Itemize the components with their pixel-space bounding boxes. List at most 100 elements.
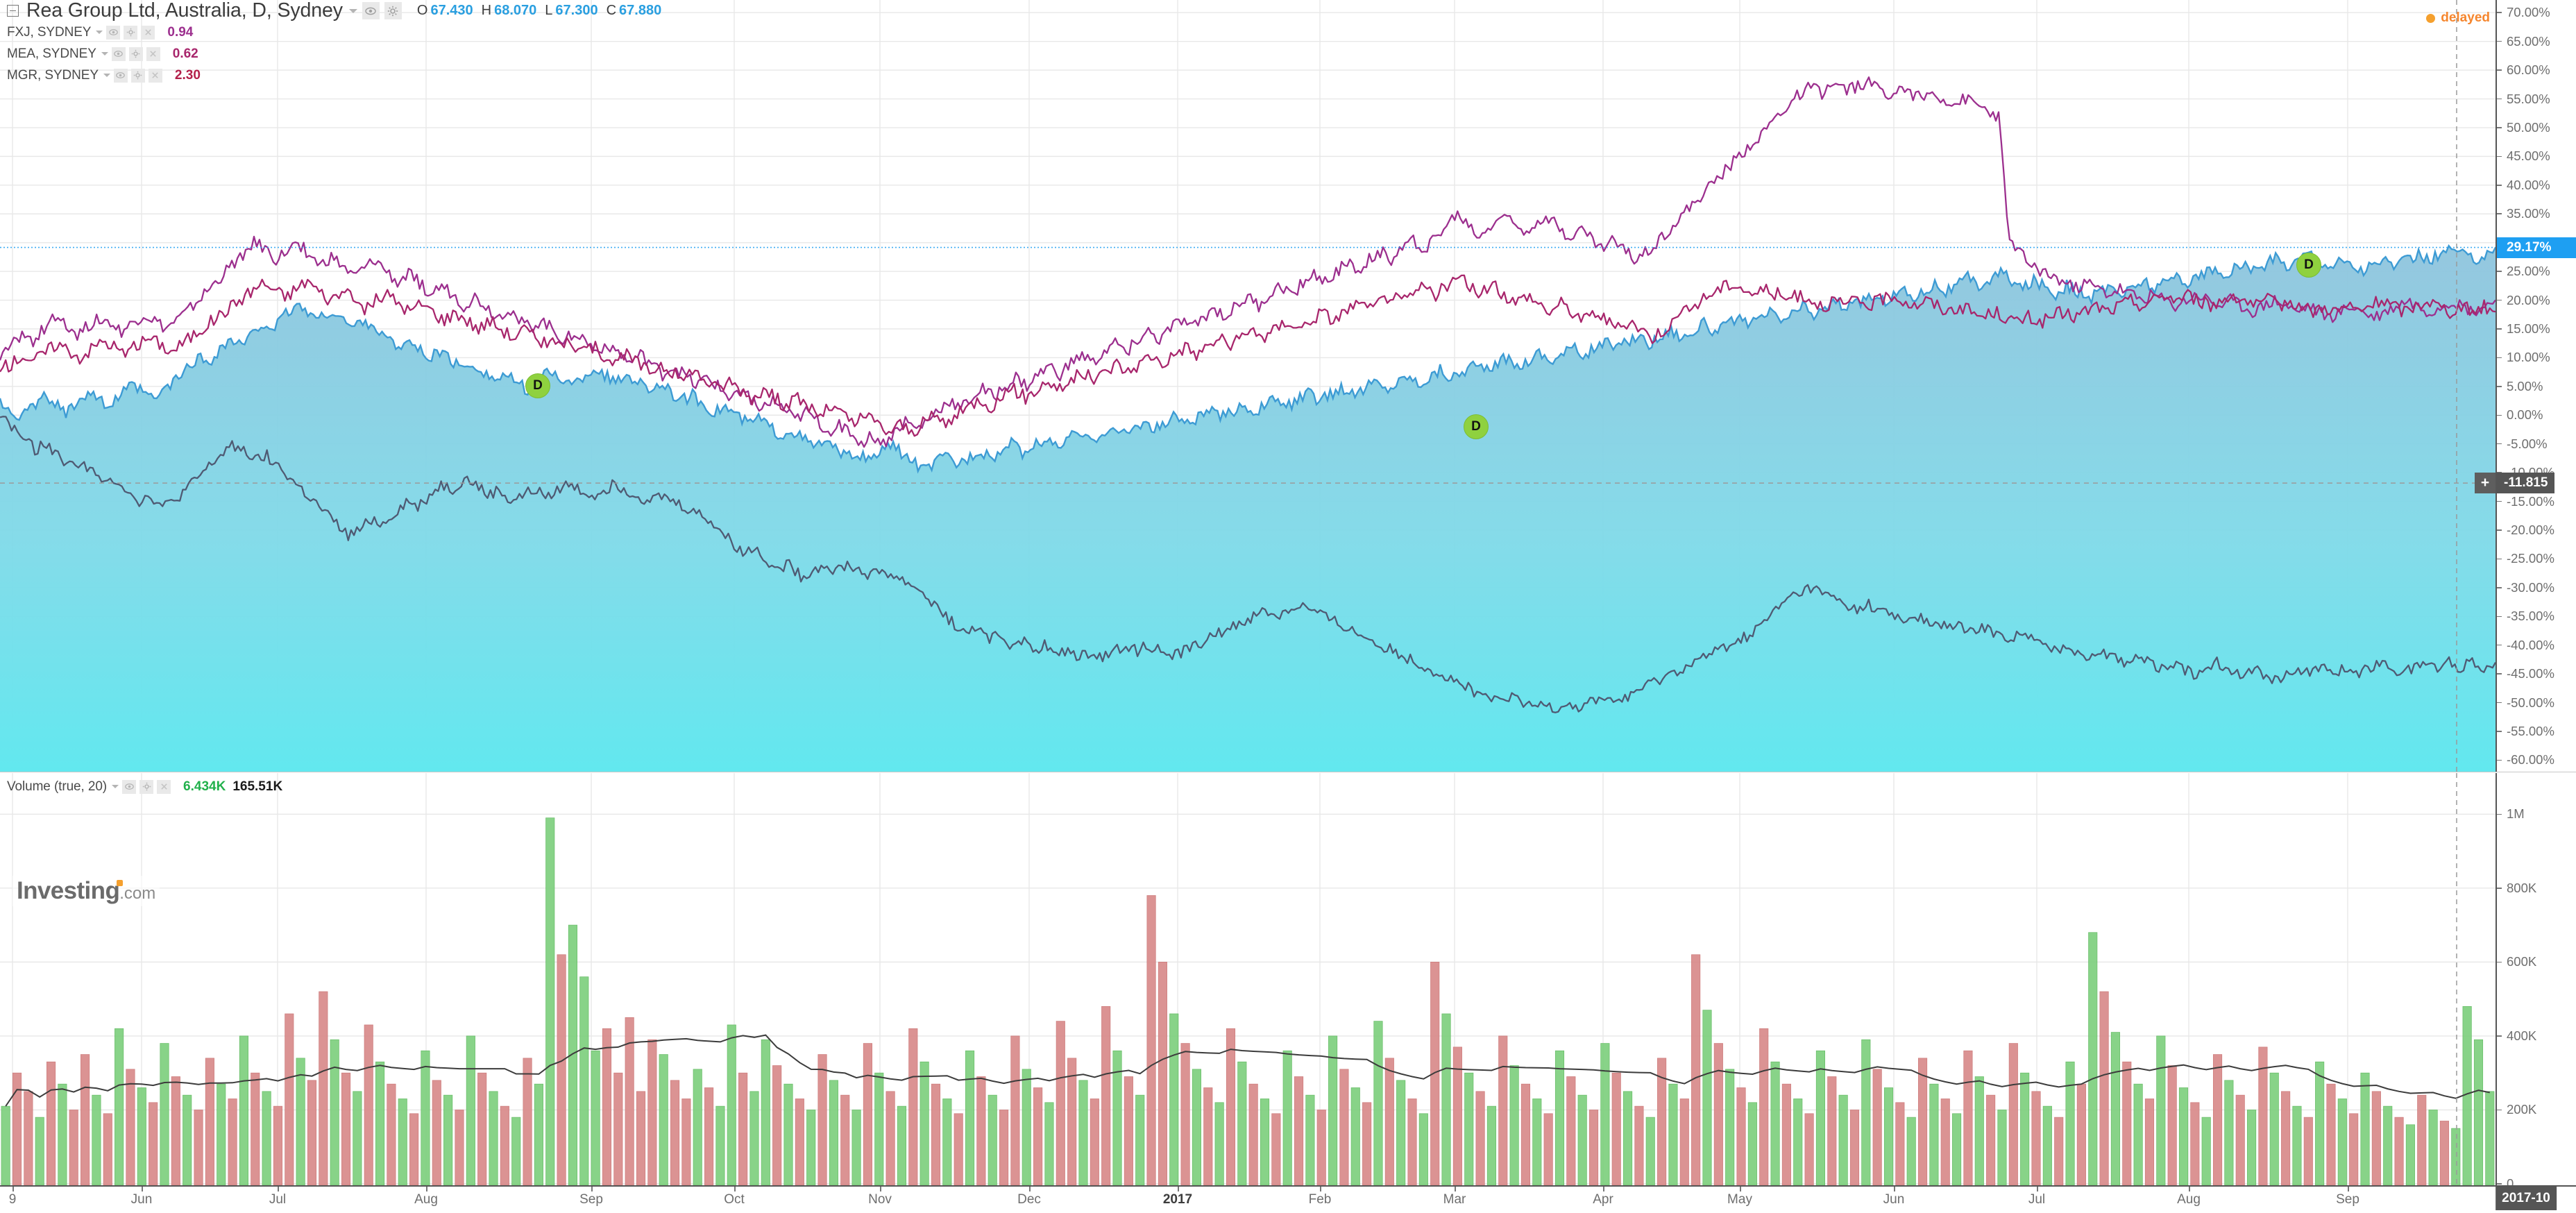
legend-row-comparison[interactable]: MEA, SYDNEY 0.62 <box>0 43 670 65</box>
legend-row-comparison[interactable]: FXJ, SYDNEY 0.94 <box>0 22 670 43</box>
volume-axis-tick-label: 600K <box>2507 954 2537 969</box>
volume-value-primary: 6.434K <box>183 779 226 794</box>
ohlc-high-label: H <box>481 3 492 18</box>
price-axis-tick: 20.00% <box>2497 293 2550 307</box>
chevron-down-icon[interactable] <box>96 31 103 34</box>
chevron-down-icon[interactable] <box>101 52 108 56</box>
price-axis-tick-label: 5.00% <box>2507 378 2543 393</box>
price-axis-tick-label: -55.00% <box>2507 723 2554 738</box>
comparison-rows: FXJ, SYDNEY 0.94 MEA, SYDNEY 0.62 MGR, SYDNE… <box>0 22 670 86</box>
time-axis-tick <box>1178 1187 1179 1191</box>
dividend-marker[interactable]: D <box>2296 253 2321 278</box>
time-axis-label: Nov <box>868 1192 892 1207</box>
collapse-icon[interactable] <box>7 5 19 17</box>
time-axis-tick <box>2348 1187 2349 1191</box>
time-axis-label: Aug <box>414 1192 438 1207</box>
status-badge: delayed <box>2426 10 2490 26</box>
time-axis-tick <box>278 1187 279 1191</box>
time-axis-label: Mar <box>1443 1192 1466 1207</box>
price-axis-tick: 55.00% <box>2497 92 2550 106</box>
volume-axis-tick: 1M <box>2497 806 2525 821</box>
price-axis-tick-label: -40.00% <box>2507 637 2554 652</box>
time-axis-label: Jun <box>130 1192 153 1207</box>
chevron-down-icon[interactable] <box>112 785 119 788</box>
price-axis-tick: -35.00% <box>2497 609 2554 623</box>
volume-axis-tick-label: 800K <box>2507 880 2537 895</box>
gear-icon[interactable] <box>139 779 154 794</box>
add-indicator-button[interactable]: + <box>2475 473 2496 494</box>
page-title: Rea Group Ltd, Australia, D, Sydney <box>26 0 343 22</box>
current-price-badge: 29.17% <box>2497 237 2576 258</box>
price-axis-tick: -40.00% <box>2497 638 2554 652</box>
visibility-icon[interactable] <box>113 68 128 83</box>
volume-value-secondary: 165.51K <box>232 779 283 794</box>
time-axis-label: Jul <box>269 1192 287 1207</box>
price-chart-pane[interactable] <box>0 0 2496 772</box>
time-axis-label: Feb <box>1308 1192 1332 1207</box>
price-axis-tick: 45.00% <box>2497 149 2550 163</box>
gear-icon[interactable] <box>130 68 145 83</box>
price-axis[interactable]: 70.00% 65.00% 60.00% 55.00% 50.00% 45.00% 40.0… <box>2475 0 2576 772</box>
legend-row-comparison[interactable]: MGR, SYDNEY 2.30 <box>0 65 670 86</box>
time-axis-tick <box>2037 1187 2038 1191</box>
volume-axis-tick: 0 <box>2497 1176 2514 1191</box>
visibility-icon[interactable] <box>106 25 121 40</box>
volume-axis-tick-label: 200K <box>2507 1102 2537 1117</box>
price-axis-tick: 60.00% <box>2497 62 2550 77</box>
time-axis-tick <box>1029 1187 1031 1191</box>
price-axis-tick: -5.00% <box>2497 436 2548 451</box>
close-icon[interactable] <box>148 68 162 83</box>
comparison-symbol: MGR, SYDNEY <box>7 67 99 83</box>
time-axis-tick <box>2189 1187 2190 1191</box>
legend-row-volume[interactable]: Volume (true, 20) 6.434K 165.51K <box>0 776 282 797</box>
chevron-down-icon[interactable] <box>348 8 357 13</box>
visibility-icon[interactable] <box>111 46 126 61</box>
volume-axis-tick-label: 0 <box>2507 1176 2514 1191</box>
ohlc-close-value: 67.880 <box>619 3 662 18</box>
price-chart-svg <box>0 0 2496 772</box>
price-axis-tick: -15.00% <box>2497 494 2554 509</box>
price-axis-tick-label: 10.00% <box>2507 350 2550 365</box>
chevron-down-icon[interactable] <box>103 74 110 77</box>
volume-chart-pane[interactable] <box>0 773 2496 1185</box>
legend-row-main[interactable]: Rea Group Ltd, Australia, D, Sydney O 67.… <box>0 0 670 22</box>
dividend-marker[interactable]: D <box>1464 414 1489 439</box>
visibility-icon[interactable] <box>362 2 380 19</box>
time-axis-label: Apr <box>1593 1192 1613 1207</box>
close-icon[interactable] <box>157 779 171 794</box>
visibility-icon[interactable] <box>122 779 137 794</box>
price-axis-tick-label: -20.00% <box>2507 522 2554 537</box>
price-axis-tick-label: 55.00% <box>2507 91 2550 106</box>
time-axis-label: Sep <box>579 1192 603 1207</box>
crosshair-price-value: -11.815 <box>2504 475 2548 491</box>
time-axis-tick <box>1603 1187 1604 1191</box>
gear-icon[interactable] <box>128 46 143 61</box>
volume-legend: Volume (true, 20) 6.434K 165.51K <box>0 776 282 797</box>
gear-icon[interactable] <box>384 2 402 19</box>
volume-axis[interactable]: 1M 800K 600K 400K 200K 0 <box>2496 773 2576 1191</box>
volume-axis-tick-label: 400K <box>2507 1028 2537 1043</box>
ohlc-open-value: 67.430 <box>430 3 473 18</box>
crosshair-price-badge[interactable]: + -11.815 <box>2475 473 2555 494</box>
price-axis-tick-label: -5.00% <box>2507 436 2548 451</box>
price-axis-tick-label: 15.00% <box>2507 321 2550 336</box>
ohlc-high-value: 68.070 <box>494 3 537 18</box>
comparison-symbol: FXJ, SYDNEY <box>7 24 92 40</box>
price-axis-tick: -45.00% <box>2497 666 2554 681</box>
price-axis-tick: -25.00% <box>2497 551 2554 566</box>
close-icon[interactable] <box>146 46 160 61</box>
crosshair-date-badge: 2017-10 <box>2496 1187 2557 1210</box>
dividend-marker[interactable]: D <box>525 373 550 398</box>
price-axis-tick: 50.00% <box>2497 120 2550 135</box>
time-axis-tick <box>591 1187 593 1191</box>
investing-watermark: Investing.com <box>12 876 160 906</box>
status-dot-icon <box>2426 13 2436 23</box>
price-axis-tick: -20.00% <box>2497 523 2554 537</box>
time-axis[interactable]: 9 Jun Jul Aug Sep Oct Nov Dec 2017 Feb Mar Apr May Ju… <box>0 1185 2576 1213</box>
comparison-value: 0.94 <box>167 24 194 40</box>
gear-icon[interactable] <box>124 25 138 40</box>
time-axis-label: Oct <box>724 1192 745 1207</box>
comparison-value: 0.62 <box>172 46 198 61</box>
price-axis-tick: -60.00% <box>2497 752 2554 767</box>
close-icon[interactable] <box>141 25 155 40</box>
